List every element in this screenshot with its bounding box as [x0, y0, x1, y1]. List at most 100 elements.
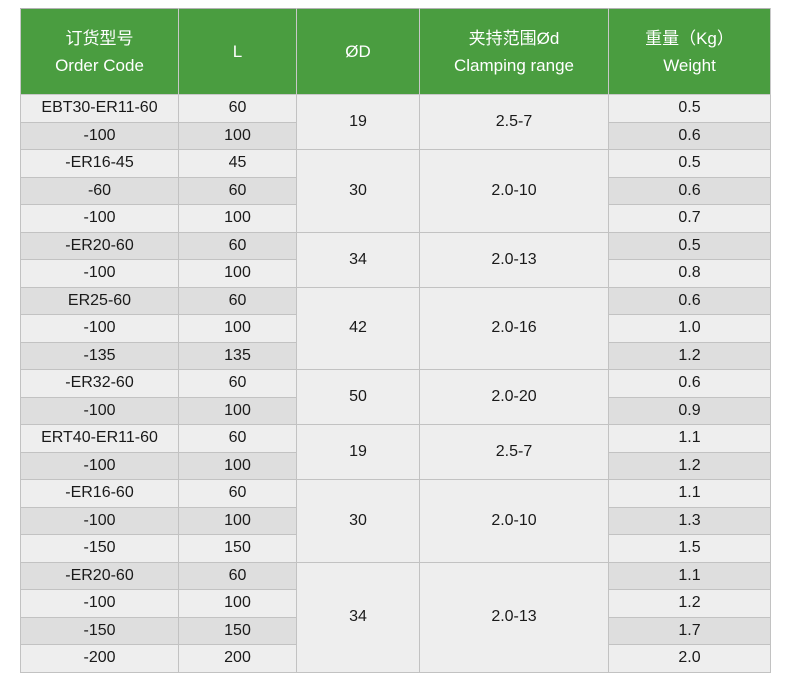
order-code-cell: -ER20-60: [20, 561, 179, 590]
order-code-cell: -100: [20, 506, 179, 535]
weight-cell: 0.8: [608, 259, 771, 288]
length-cell: 100: [178, 451, 297, 480]
od-cell: 19: [296, 94, 420, 150]
order-code-cell: EBT30-ER11-60: [20, 94, 179, 123]
table-header: 订货型号 Order Code L ØD 夹持范围Ød Clamping ran…: [20, 8, 771, 95]
weight-cell: 1.0: [608, 314, 771, 343]
table-row: -ER20-60 60 34 2.0-13 1.1: [20, 561, 771, 673]
length-cell: 100: [178, 121, 297, 150]
table-body: EBT30-ER11-60 60 19 2.5-7 0.5 -100 100 0.6 -ER16…: [20, 94, 771, 673]
length-cell: 150: [178, 534, 297, 563]
header-weight-en: Weight: [663, 55, 716, 75]
weight-cell: 0.5: [608, 94, 771, 123]
length-cell: 100: [178, 259, 297, 288]
order-code-cell: ER25-60: [20, 286, 179, 315]
header-row: 订货型号 Order Code L ØD 夹持范围Ød Clamping ran…: [20, 8, 771, 95]
table-row: ERT40-ER11-60 60 19 2.5-7 1.1: [20, 424, 771, 480]
table-row: -ER20-60 60 34 2.0-13 0.5: [20, 231, 771, 288]
header-clamping-range-zh: 夹持范围Ød: [468, 28, 560, 48]
clamping-range-cell: 2.0-20: [419, 369, 609, 425]
weight-cell: 1.3: [608, 506, 771, 535]
header-order-code: 订货型号 Order Code: [20, 8, 179, 95]
order-code-cell: -200: [20, 644, 179, 673]
clamping-range-cell: 2.0-10: [419, 479, 609, 563]
length-cell: 100: [178, 314, 297, 343]
table-row: -150 150 1.7: [20, 616, 771, 645]
header-length: L: [178, 8, 297, 95]
weight-cell: 1.1: [608, 424, 771, 453]
clamping-range-cell: 2.5-7: [419, 424, 609, 480]
od-cell: 50: [296, 369, 420, 425]
length-cell: 45: [178, 149, 297, 178]
header-weight: 重量（Kg） Weight: [608, 8, 771, 95]
clamping-range-cell: 2.5-7: [419, 94, 609, 150]
header-order-code-en: Order Code: [55, 55, 144, 75]
header-weight-zh: 重量（Kg）: [645, 28, 734, 48]
header-order-code-zh: 订货型号: [65, 28, 134, 48]
table-row: ER25-60 60 42 2.0-16 0.6: [20, 286, 771, 370]
weight-cell: 0.6: [608, 286, 771, 315]
length-cell: 60: [178, 176, 297, 205]
order-code-cell: -100: [20, 259, 179, 288]
od-cell: 30: [296, 149, 420, 233]
order-code-cell: -135: [20, 341, 179, 370]
order-code-cell: ERT40-ER11-60: [20, 424, 179, 453]
spec-table: 订货型号 Order Code L ØD 夹持范围Ød Clamping ran…: [20, 8, 771, 673]
od-cell: 30: [296, 479, 420, 563]
length-cell: 60: [178, 231, 297, 260]
length-cell: 60: [178, 561, 297, 590]
order-code-cell: -100: [20, 451, 179, 480]
header-length-label: L: [232, 42, 243, 61]
od-cell: 34: [296, 231, 420, 288]
weight-cell: 2.0: [608, 644, 771, 673]
table-row: -ER16-45 45 30 2.0-10 0.5: [20, 149, 771, 233]
table-row: -100 100 0.8: [20, 259, 771, 288]
table-row: -100 100 0.7: [20, 204, 771, 233]
weight-cell: 1.1: [608, 561, 771, 590]
clamping-range-cell: 2.0-16: [419, 286, 609, 370]
weight-cell: 0.6: [608, 176, 771, 205]
weight-cell: 1.2: [608, 589, 771, 618]
order-code-cell: -100: [20, 204, 179, 233]
order-code-cell: -ER16-60: [20, 479, 179, 508]
od-cell: 42: [296, 286, 420, 370]
length-cell: 100: [178, 589, 297, 618]
od-cell: 34: [296, 561, 420, 673]
length-cell: 100: [178, 204, 297, 233]
table-row: -100 100 1.2: [20, 451, 771, 480]
length-cell: 60: [178, 479, 297, 508]
table-row: -ER16-60 60 30 2.0-10 1.1: [20, 479, 771, 563]
length-cell: 60: [178, 369, 297, 398]
order-code-cell: -100: [20, 121, 179, 150]
table-row: -60 60 0.6: [20, 176, 771, 205]
order-code-cell: -ER16-45: [20, 149, 179, 178]
table-row: -100 100 1.3: [20, 506, 771, 535]
length-cell: 135: [178, 341, 297, 370]
table-row: EBT30-ER11-60 60 19 2.5-7 0.5: [20, 94, 771, 150]
clamping-range-cell: 2.0-13: [419, 231, 609, 288]
order-code-cell: -ER20-60: [20, 231, 179, 260]
table-row: -100 100 0.6: [20, 121, 771, 150]
order-code-cell: -100: [20, 589, 179, 618]
clamping-range-cell: 2.0-10: [419, 149, 609, 233]
order-code-cell: -100: [20, 396, 179, 425]
clamping-range-cell: 2.0-13: [419, 561, 609, 673]
order-code-cell: -ER32-60: [20, 369, 179, 398]
table-row: -100 100 1.2: [20, 589, 771, 618]
weight-cell: 1.2: [608, 341, 771, 370]
weight-cell: 0.5: [608, 149, 771, 178]
order-code-cell: -150: [20, 534, 179, 563]
weight-cell: 0.9: [608, 396, 771, 425]
length-cell: 100: [178, 506, 297, 535]
length-cell: 60: [178, 94, 297, 123]
weight-cell: 1.2: [608, 451, 771, 480]
header-clamping-range: 夹持范围Ød Clamping range: [419, 8, 609, 95]
table-row: -ER32-60 60 50 2.0-20 0.6: [20, 369, 771, 425]
order-code-cell: -60: [20, 176, 179, 205]
table-row: -135 135 1.2: [20, 341, 771, 370]
weight-cell: 0.6: [608, 369, 771, 398]
weight-cell: 0.6: [608, 121, 771, 150]
length-cell: 200: [178, 644, 297, 673]
table-row: -200 200 2.0: [20, 644, 771, 673]
